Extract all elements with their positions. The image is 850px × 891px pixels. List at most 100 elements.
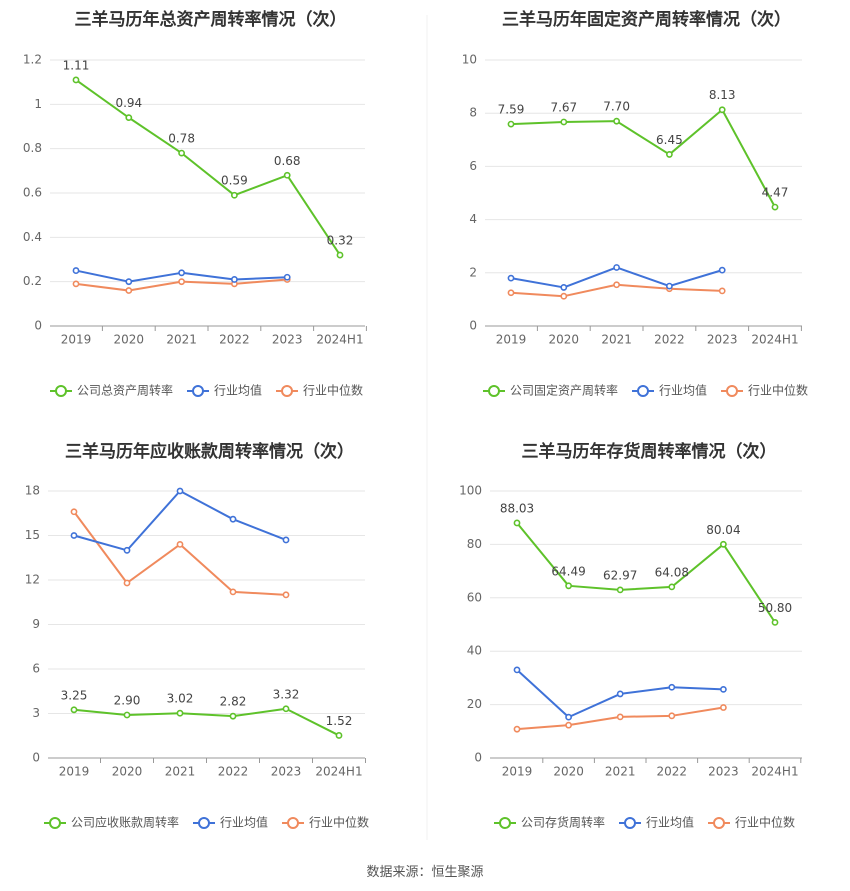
data-point-avg [178, 269, 185, 277]
data-label: 7.59 [498, 103, 525, 117]
data-point-company [125, 114, 133, 122]
data-point-company [668, 583, 676, 591]
x-tick-label: 2020 [549, 333, 580, 347]
y-tick-label: 1 [34, 97, 42, 111]
y-tick-label: 6 [32, 662, 40, 676]
legend-marker-company [499, 817, 511, 829]
series-line-company [73, 707, 340, 737]
data-point-avg [668, 683, 676, 691]
legend-marker-company [488, 385, 500, 397]
x-tick-label: 2021 [165, 765, 196, 779]
data-point-company [771, 618, 779, 626]
data-point-company [718, 106, 726, 114]
data-point-company [72, 76, 80, 84]
series-line-company [516, 522, 776, 623]
x-tick-label: 2019 [59, 765, 90, 779]
data-point-median [229, 588, 237, 596]
data-point-company [666, 151, 673, 158]
legend-marker-median [281, 385, 293, 397]
data-label: 2.82 [220, 695, 247, 709]
data-label: 4.47 [762, 186, 789, 200]
y-tick-label: 0.2 [23, 274, 42, 288]
chart-title: 三羊马历年固定资产周转率情况（次） [502, 9, 791, 30]
y-tick-label: 0 [469, 319, 477, 333]
data-point-avg [123, 546, 131, 554]
y-tick-label: 15 [25, 528, 40, 542]
data-label: 2.90 [114, 693, 141, 707]
series-line-company [510, 108, 776, 208]
data-point-company [507, 120, 515, 128]
series-line-median [73, 511, 287, 596]
data-point-company [230, 191, 238, 199]
chart-title: 三羊马历年存货周转率情况（次） [522, 441, 777, 462]
y-tick-label: 0.6 [23, 186, 42, 200]
legend-label-company: 公司总资产周转率 [77, 383, 173, 398]
legend-marker-avg [637, 385, 649, 397]
x-tick-label: 2023 [271, 765, 302, 779]
y-tick-label: 9 [32, 617, 40, 631]
x-tick-label: 2022 [219, 333, 250, 347]
y-tick-label: 0 [32, 751, 40, 765]
y-tick-label: 40 [467, 644, 482, 658]
data-point-median [282, 591, 290, 599]
data-point-median [616, 713, 624, 721]
data-point-company [771, 203, 779, 211]
x-tick-label: 2024H1 [751, 333, 798, 347]
data-label: 0.32 [327, 234, 354, 248]
x-tick-label: 2022 [654, 333, 685, 347]
legend-label-company: 公司应收账款周转率 [71, 815, 179, 830]
chart-panel-4: 三羊马历年存货周转率情况（次） 0 20 40 60 80 100 2019 2020 2021 2… [459, 441, 802, 830]
data-point-avg [507, 274, 515, 282]
legend-label-avg: 行业均值 [220, 815, 268, 830]
y-tick-label: 0.4 [23, 230, 42, 244]
data-source-note: 数据来源：恒生聚源 [366, 865, 484, 880]
data-point-median [565, 721, 572, 729]
data-point-company [616, 586, 624, 594]
legend-marker-avg [624, 817, 636, 829]
y-tick-label: 8 [469, 106, 477, 120]
data-point-median [70, 508, 78, 516]
data-point-company [178, 149, 185, 157]
x-tick-label: 2020 [553, 765, 584, 779]
data-point-company [70, 706, 78, 714]
data-point-company [720, 540, 727, 548]
data-point-avg [283, 273, 291, 281]
y-tick-label: 1.2 [23, 53, 42, 67]
data-point-company [229, 712, 237, 720]
legend-label-company: 公司固定资产周转率 [510, 383, 618, 398]
data-point-avg [718, 266, 726, 274]
x-tick-label: 2021 [166, 333, 197, 347]
x-tick-label: 2021 [601, 333, 632, 347]
data-point-median [178, 278, 185, 286]
legend-marker-median [287, 817, 299, 829]
data-point-median [513, 725, 521, 733]
y-tick-label: 20 [467, 697, 482, 711]
data-label: 0.78 [168, 132, 195, 146]
data-point-company [565, 582, 572, 590]
y-tick-label: 18 [25, 484, 40, 498]
x-tick-label: 2023 [708, 765, 739, 779]
x-tick-label: 2019 [496, 333, 527, 347]
data-point-avg [513, 666, 521, 674]
data-label: 0.68 [274, 154, 301, 168]
y-tick-label: 6 [469, 159, 477, 173]
data-label: 0.94 [115, 96, 142, 110]
data-point-avg [125, 278, 133, 286]
chart-title: 三羊马历年总资产周转率情况（次） [75, 9, 347, 30]
data-label: 50.80 [758, 601, 792, 615]
data-point-avg [666, 282, 673, 290]
legend-label-company: 公司存货周转率 [521, 815, 605, 830]
legend-label-avg: 行业均值 [214, 383, 262, 398]
data-point-median [718, 287, 726, 295]
data-point-avg [565, 713, 572, 721]
legend-marker-median [726, 385, 738, 397]
data-point-avg [560, 284, 568, 291]
data-point-avg [613, 264, 620, 271]
x-tick-label: 2024H1 [751, 765, 798, 779]
data-point-median [176, 541, 184, 548]
data-label: 1.11 [63, 58, 90, 72]
data-point-avg [616, 690, 624, 698]
x-tick-label: 2019 [61, 333, 92, 347]
data-point-median [125, 287, 133, 294]
legend-marker-avg [198, 817, 210, 829]
